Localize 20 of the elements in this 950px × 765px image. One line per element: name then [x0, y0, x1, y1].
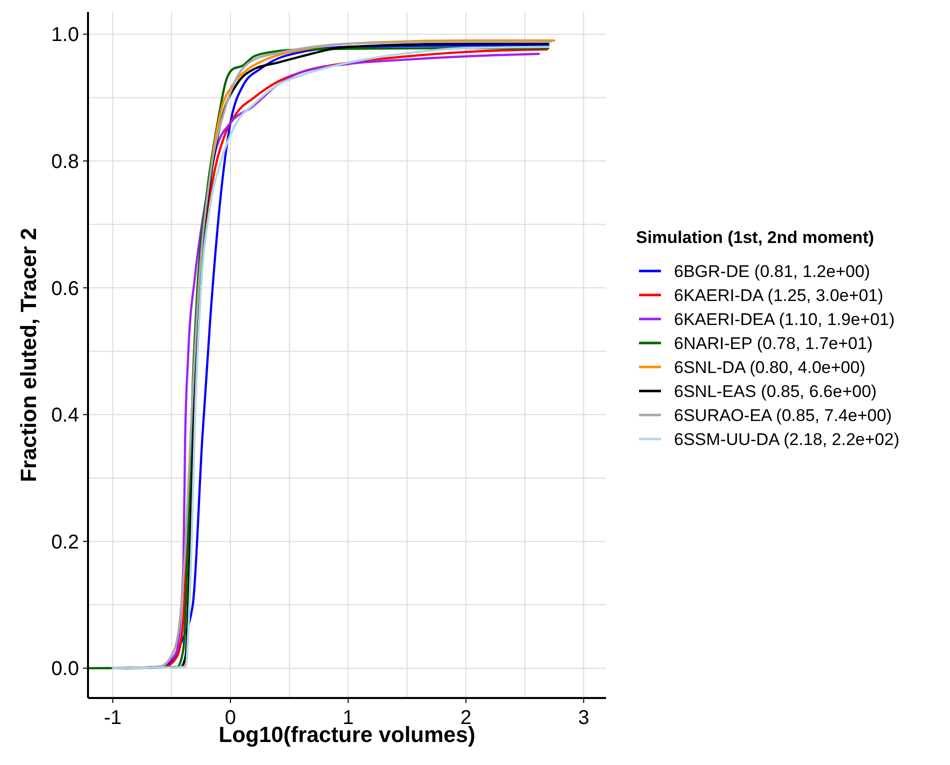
legend-label: 6NARI-EP (0.78, 1.7e+01) — [674, 334, 873, 353]
x-tick-label: 1 — [342, 707, 354, 729]
y-tick-label: 0.4 — [51, 404, 79, 427]
legend-label: 6KAERI-DA (1.25, 3.0e+01) — [674, 286, 884, 305]
x-tick-label: 0 — [224, 707, 236, 729]
x-tick-label: 3 — [578, 707, 590, 729]
legend-title: Simulation (1st, 2nd moment) — [636, 228, 874, 247]
y-tick-label: 1.0 — [51, 24, 79, 46]
legend-label: 6SNL-DA (0.80, 4.0e+00) — [674, 358, 866, 377]
legend-label: 6SNL-EAS (0.85, 6.6e+00) — [674, 382, 877, 401]
x-tick-label: -1 — [104, 707, 122, 729]
legend-label: 6BGR-DE (0.81, 1.2e+00) — [674, 262, 870, 281]
y-tick-label: 0.8 — [51, 150, 79, 173]
y-axis-title: Fraction eluted, Tracer 2 — [16, 228, 41, 482]
legend-label: 6KAERI-DEA (1.10, 1.9e+01) — [674, 310, 895, 329]
legend-label: 6SURAO-EA (0.85, 7.4e+00) — [674, 406, 892, 425]
y-tick-label: 0.2 — [51, 531, 79, 554]
y-tick-label: 0.6 — [51, 278, 79, 300]
y-tick-label: 0.0 — [51, 658, 79, 680]
legend-label: 6SSM-UU-DA (2.18, 2.2e+02) — [674, 430, 900, 449]
